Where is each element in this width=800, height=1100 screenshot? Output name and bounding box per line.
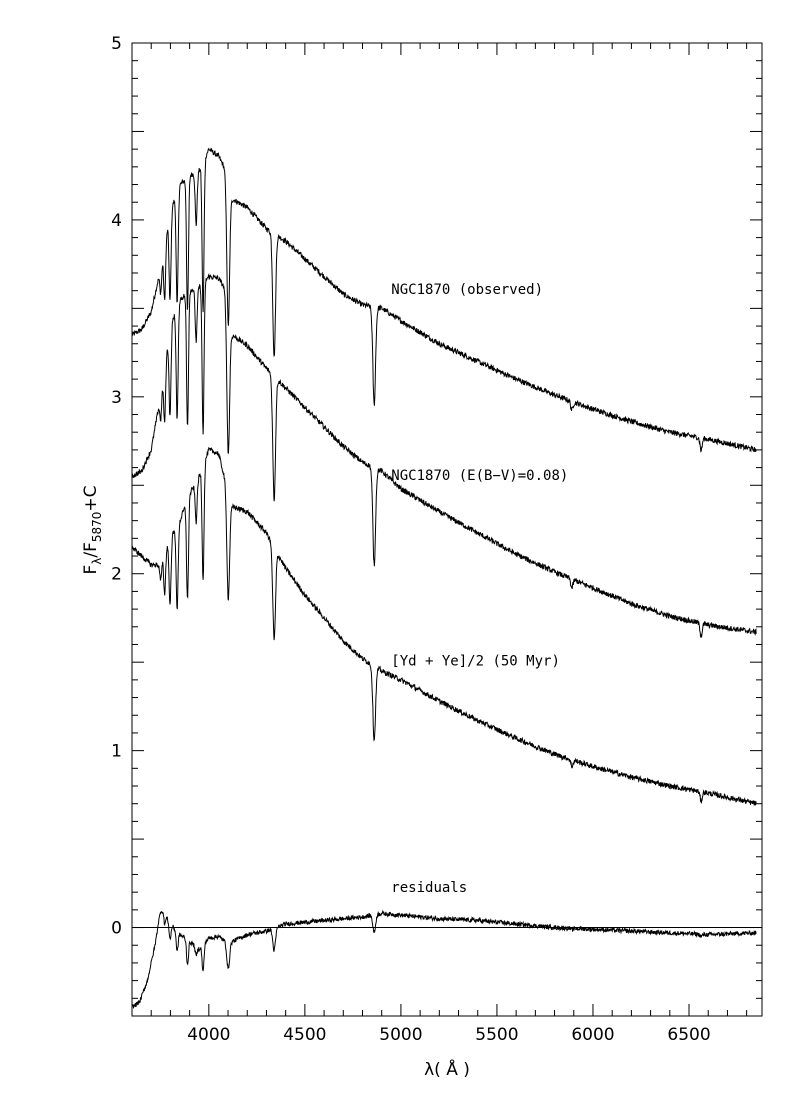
x-axis-title-suffix: ) [463,1060,470,1080]
axis-tick-labels: 4000 4500 5000 5500 6000 6500 0 1 2 3 4 5 [111,34,710,1045]
y-axis-title-plus-c: +C [81,485,101,511]
y-axis-title-ref-sub: 5870 [90,512,104,543]
y-axis-title-f: F [81,565,101,575]
series-group [131,147,757,1009]
series-label: [Yd + Ye]/2 (50 Myr) [391,654,560,670]
axis-ticks [131,42,762,1017]
series-label: residuals [391,880,467,896]
series-line [131,147,757,453]
y-tick-label: 3 [111,388,122,408]
y-tick-label: 4 [111,211,122,231]
series-label: NGC1870 (E(B−V)=0.08) [391,468,568,484]
x-tick-label: 4000 [187,1025,230,1045]
y-axis-title: Fλ/F5870+C [81,485,104,574]
y-tick-label: 0 [111,919,122,939]
x-axis-title-unit: Å [441,1058,463,1080]
x-tick-label: 5000 [379,1025,422,1045]
y-tick-label: 2 [111,565,122,585]
series-label: NGC1870 (observed) [391,282,543,298]
y-axis-title-lambda-sub: λ [90,558,104,565]
x-tick-label: 5500 [475,1025,518,1045]
x-tick-label: 6500 [667,1025,710,1045]
x-axis-title-prefix: λ( [424,1060,441,1080]
x-tick-label: 6000 [571,1025,614,1045]
y-tick-label: 1 [111,742,122,762]
series-labels: NGC1870 (observed) NGC1870 (E(B−V)=0.08) [… [391,282,568,896]
x-axis-title: λ( Å ) [424,1058,470,1080]
series-line [131,446,757,806]
series-line [131,909,757,1009]
plot-frame [131,42,763,1017]
y-axis-title-slash: /F [81,542,101,558]
series-line [131,272,757,639]
y-tick-label: 5 [111,34,122,54]
x-tick-label: 4500 [283,1025,326,1045]
